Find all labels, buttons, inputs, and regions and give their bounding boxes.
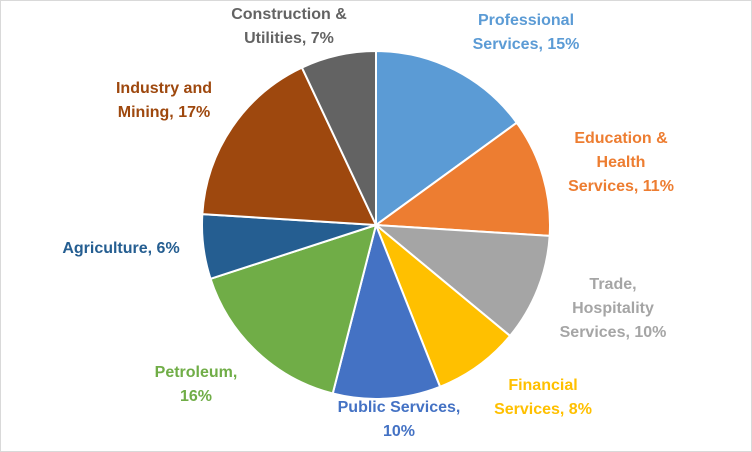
- slice-label-line: Services, 11%: [568, 178, 674, 195]
- slice-label-line: Utilities, 7%: [244, 30, 334, 47]
- slice-label-5: Petroleum, 16%: [155, 364, 238, 405]
- slice-label-3: Financial Services, 8%: [494, 377, 592, 418]
- slice-labels: Professional Services, 15% Education & Heal…: [62, 6, 674, 440]
- slice-label-0: Professional Services, 15%: [473, 12, 580, 53]
- slice-label-2: Trade, Hospitality Services, 10%: [560, 276, 667, 341]
- slice-label-line: Services, 8%: [494, 401, 592, 418]
- slice-label-line: Services, 10%: [560, 324, 667, 341]
- slice-label-line: Services, 15%: [473, 36, 580, 53]
- slice-label-line: Mining, 17%: [118, 104, 210, 121]
- slice-label-line: Agriculture, 6%: [62, 240, 179, 257]
- slice-label-line: 16%: [180, 388, 212, 405]
- slice-label-6: Agriculture, 6%: [62, 240, 179, 257]
- slice-label-line: 10%: [383, 423, 415, 440]
- slice-label-line: Health: [597, 154, 646, 171]
- slice-label-line: Public Services,: [338, 399, 461, 416]
- slice-label-line: Education &: [574, 130, 668, 147]
- slice-label-line: Professional: [478, 12, 574, 29]
- slice-label-4: Public Services, 10%: [338, 399, 461, 440]
- slice-label-line: Financial: [508, 377, 577, 394]
- slice-label-7: Industry and Mining, 17%: [116, 80, 212, 121]
- pie-slice-4: [331, 224, 442, 400]
- slice-label-line: Industry and: [116, 80, 212, 97]
- pie-slice-0: [375, 50, 518, 226]
- slice-label-line: Petroleum,: [155, 364, 238, 381]
- slice-label-line: Hospitality: [572, 300, 654, 317]
- slice-label-1: Education & Health Services, 11%: [568, 130, 674, 195]
- pie-slice-5: [209, 224, 377, 395]
- slice-label-line: Construction &: [231, 6, 347, 23]
- pie-slice-8: [300, 50, 377, 226]
- slice-label-8: Construction & Utilities, 7%: [231, 6, 347, 47]
- pie-slice-7: [201, 66, 377, 226]
- pie-slice-1: [375, 121, 552, 237]
- pie-slices: [200, 50, 552, 400]
- pie-slice-2: [375, 224, 551, 337]
- slice-label-line: Trade,: [589, 276, 636, 293]
